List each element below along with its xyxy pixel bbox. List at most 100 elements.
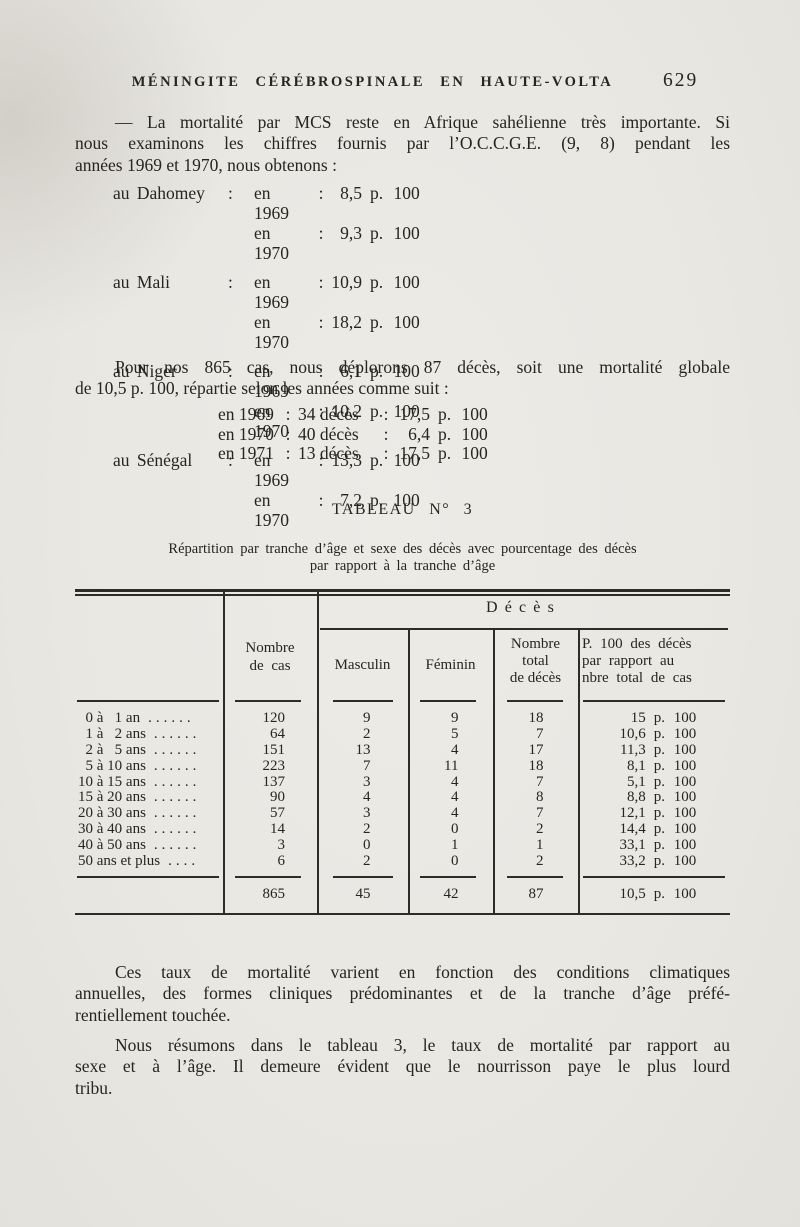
country-rate-line: au Niger : en 1969 : 6,1 p. 100 xyxy=(113,361,420,401)
rate-value: 13,3 xyxy=(331,450,362,470)
death-rate-cell: 5,1 p. 100 xyxy=(627,773,697,790)
table-row: 5 à 10 ans...... 223 7 11 18 8,1 p. 100 xyxy=(75,758,730,775)
rate-unit: p. 100 xyxy=(370,490,420,510)
leader-dots: ...... xyxy=(153,773,201,790)
text-line: années 1969 et 1970, nous obtenons : xyxy=(75,154,337,175)
leader-dots: ...... xyxy=(153,837,201,854)
deces-spanning-header: Décès xyxy=(485,599,562,616)
year-label: en 1970 xyxy=(218,423,274,444)
death-rate-cell: 12,1 p. 100 xyxy=(619,805,697,822)
table-caption-line: Répartition par tranche d’âge et sexe de… xyxy=(168,541,637,557)
rate-value: 18,2 xyxy=(331,312,362,332)
age-range-cell xyxy=(75,886,223,903)
rate-unit: p. 100 xyxy=(370,223,420,243)
country-mortality-list: au Dahomey : en 1969 : 8,5 p. 100 en 197… xyxy=(113,183,420,530)
table-row: 1 à 2 ans...... 64 2 5 7 10,6 p. 100 xyxy=(75,725,730,743)
country-name: au Niger xyxy=(113,361,177,381)
table-rule-top-inner xyxy=(75,594,730,596)
year-label: en 1969 xyxy=(254,361,289,401)
total-deaths-cell: 7 xyxy=(536,805,544,822)
annual-rate-line: en 1970 : 40 décès : 6,4 p. 100 xyxy=(218,423,488,445)
leader-dots: ...... xyxy=(153,789,201,806)
country-name: au Mali xyxy=(113,272,170,292)
column-header-death-rate: P. 100 des décès par rapport au nbre tot… xyxy=(582,636,692,686)
age-range-cell: 0 à 1 an...... xyxy=(78,710,195,726)
total-deaths-cell: 2 xyxy=(536,821,544,838)
male-deaths-cell: 4 xyxy=(363,789,371,806)
overall-death-rate-cell: 10,5 p. 100 xyxy=(619,886,697,902)
year-label: en 1970 xyxy=(254,401,289,441)
text-line: Pour nos 865 cas, nous déplorons 87 décè… xyxy=(115,357,730,377)
year-label: en 1970 xyxy=(254,490,289,530)
table-column-divider xyxy=(317,591,319,913)
table-title: TABLEAU N° 3 xyxy=(331,501,474,518)
total-female-deaths-cell: 42 xyxy=(443,886,459,902)
rate-value: 6,1 xyxy=(340,361,362,381)
country-name: au Sénégal xyxy=(113,450,193,470)
total-deaths-cell: 2 xyxy=(536,853,544,870)
male-deaths-cell: 9 xyxy=(363,710,371,726)
country-rate-line: en 1970 : 18,2 p. 100 xyxy=(113,312,420,352)
text-line: nous examinons les chiffres fournis par … xyxy=(75,133,730,154)
male-deaths-cell: 2 xyxy=(363,725,371,742)
male-deaths-cell: 3 xyxy=(363,773,371,790)
country-rate-line: au Mali : en 1969 : 10,9 p. 100 xyxy=(113,272,420,312)
table-row: 20 à 30 ans...... 57 3 4 7 12,1 p. 100 xyxy=(75,805,730,822)
paragraph-conclusion: Nous résumons dans le tableau 3, le taux… xyxy=(75,1035,730,1099)
age-range-cell: 30 à 40 ans...... xyxy=(78,821,201,838)
rate-value: 6,4 xyxy=(408,423,430,444)
death-rate-cell: 8,8 p. 100 xyxy=(627,789,697,806)
column-header-cases: Nombre de cas xyxy=(245,640,295,674)
female-deaths-cell: 4 xyxy=(451,805,459,822)
colon: : xyxy=(285,443,291,463)
rate-unit: p. 100 xyxy=(370,272,420,292)
female-deaths-cell: 9 xyxy=(451,710,459,726)
paragraph-global-mortality: Pour nos 865 cas, nous déplorons 87 décè… xyxy=(75,357,730,400)
colon: : xyxy=(318,361,324,381)
colon: : xyxy=(318,272,324,292)
country-rate-line: au Sénégal : en 1969 : 13,3 p. 100 xyxy=(113,450,420,490)
colon: : xyxy=(228,450,233,470)
annual-rate-line: en 1969 : 34 décès : 17,5 p. 100 xyxy=(218,404,488,425)
leader-dots: ...... xyxy=(153,805,201,822)
text-line: de 10,5 p. 100, répartie selon les année… xyxy=(75,378,449,399)
text-line: sexe et à l’âge. Il demeure évident que … xyxy=(75,1056,730,1077)
text-line: Nous résumons dans le tableau 3, le taux… xyxy=(115,1035,730,1055)
death-rate-cell: 11,3 p. 100 xyxy=(620,741,697,758)
rate-value: 7,2 xyxy=(340,490,362,510)
colon: : xyxy=(318,450,324,470)
year-label: en 1971 xyxy=(218,443,274,463)
age-range-cell: 15 à 20 ans...... xyxy=(78,789,201,806)
country-name xyxy=(113,312,228,352)
country-rate-line: en 1970 : 10,2 p. 100 xyxy=(113,401,420,441)
leader-dots: ...... xyxy=(153,741,201,758)
cases-cell: 137 xyxy=(262,773,286,790)
year-label: en 1969 xyxy=(218,404,274,424)
paragraph-mortality-intro: — La mortalité par MCS reste en Afrique … xyxy=(75,112,730,176)
colon: : xyxy=(318,401,324,421)
text-line: tribu. xyxy=(75,1077,113,1098)
paragraph-climate-variation: Ces taux de mortalité varient en fonctio… xyxy=(75,962,730,1026)
total-deaths-cell: 8 xyxy=(536,789,544,806)
colon: : xyxy=(318,183,324,203)
deaths-count: 40 décès xyxy=(298,423,359,444)
table-column-divider xyxy=(408,628,410,913)
colon: : xyxy=(318,312,324,332)
leader-dots: ...... xyxy=(153,821,201,838)
rate-unit: p. 100 xyxy=(438,423,488,444)
rate-value: 8,5 xyxy=(340,183,362,203)
death-rate-cell: 10,6 p. 100 xyxy=(619,725,697,742)
rate-unit: p. 100 xyxy=(438,404,488,424)
text-line: Ces taux de mortalité varient en fonctio… xyxy=(115,962,730,982)
leader-dots: ...... xyxy=(148,710,195,726)
colon: : xyxy=(383,443,389,463)
total-deaths-cell: 1 xyxy=(536,837,544,854)
female-deaths-cell: 5 xyxy=(451,725,459,742)
cases-cell: 120 xyxy=(262,710,286,726)
deaths-count: 13 décès xyxy=(298,443,359,463)
age-range-cell: 50 ans et plus.... xyxy=(78,853,200,870)
year-label: en 1969 xyxy=(254,272,289,312)
table-body: 0 à 1 an...... 120 9 9 18 15 p. 100 1 à 2… xyxy=(75,710,730,870)
rate-value: 10,2 xyxy=(331,401,362,421)
country-name: au Dahomey xyxy=(113,183,205,203)
